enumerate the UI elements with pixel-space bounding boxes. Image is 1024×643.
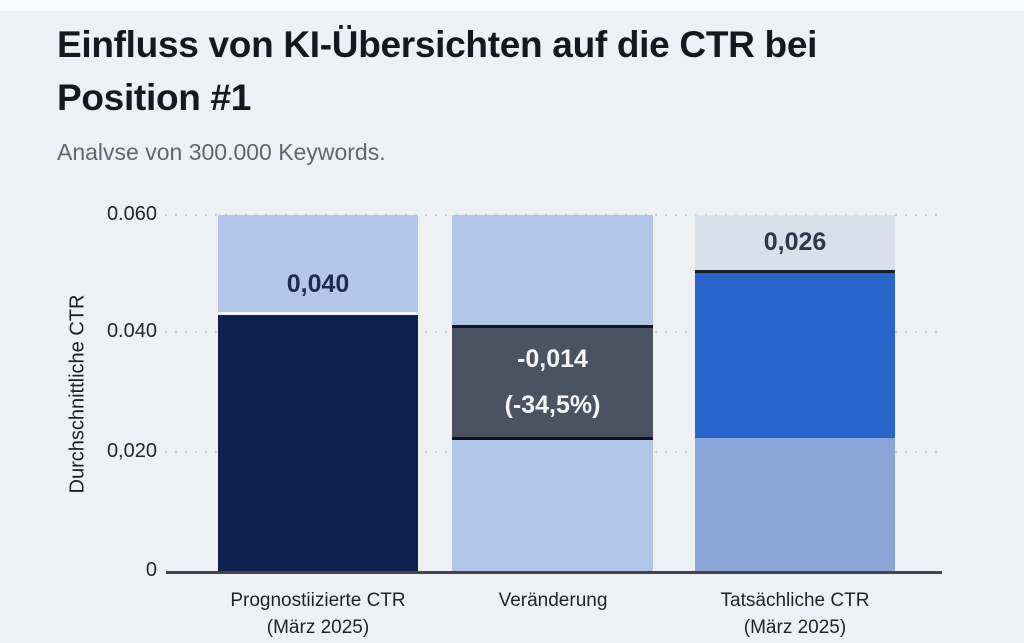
x-label-forecast: Prognostiizierte CTR (März 2025) — [193, 587, 443, 641]
bar-change-label-percent: (-34,5%) — [504, 391, 601, 419]
y-tick-0060: 0.060 — [106, 203, 157, 225]
chart-title: Einfluss von KI-Übersichten auf die CTR … — [57, 24, 818, 118]
x-label-forecast-line1: Prognostiizierte CTR — [230, 590, 406, 611]
chart-subtitle: Analvse von 300.000 Keywords. — [57, 139, 386, 165]
y-tick-0: 0 — [145, 559, 157, 581]
x-label-forecast-line2: (März 2025) — [266, 617, 370, 638]
bar-forecast-remainder — [218, 215, 418, 312]
bar-change-label-value: -0,014 — [517, 345, 588, 373]
bar-actual-top-rule — [695, 270, 895, 273]
x-axis-line — [166, 571, 942, 574]
x-label-actual-line1: Tatsächliche CTR — [720, 590, 870, 611]
x-label-actual-line2: (März 2025) — [743, 617, 847, 638]
bar-actual-label: 0,026 — [763, 228, 827, 256]
y-tick-0020: 0,020 — [106, 440, 157, 462]
bar-forecast-separator — [218, 312, 418, 315]
top-strip — [0, 0, 1024, 11]
bar-forecast-value — [218, 315, 418, 573]
x-label-actual: Tatsächliche CTR (März 2025) — [670, 587, 920, 641]
y-tick-0040: 0.040 — [106, 320, 157, 342]
bar-actual-cap — [695, 215, 895, 270]
x-label-change-line1: Veränderung — [498, 590, 608, 611]
x-label-change: Veränderung — [428, 587, 678, 614]
bar-change-box: -0,014 (-34,5%) — [452, 325, 653, 440]
bar-actual-base — [695, 438, 895, 573]
bar-forecast-label: 0,040 — [286, 270, 350, 298]
bar-actual-value — [695, 273, 895, 438]
